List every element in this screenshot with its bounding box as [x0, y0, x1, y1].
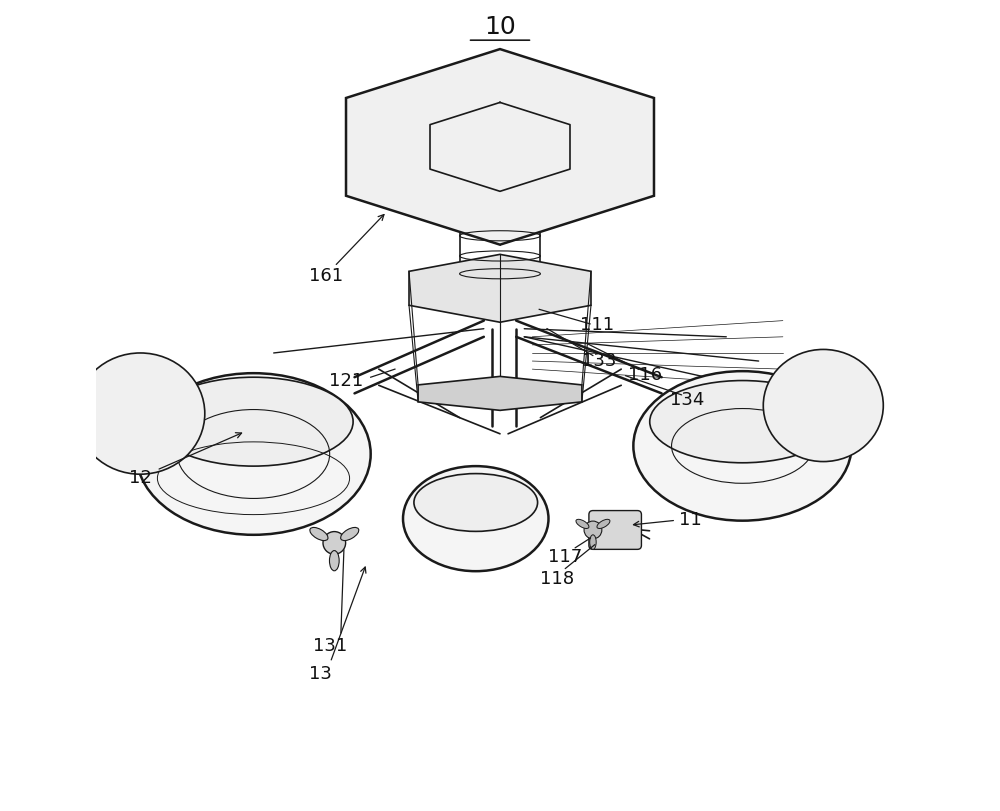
- FancyBboxPatch shape: [589, 511, 641, 549]
- Ellipse shape: [763, 350, 883, 461]
- Text: 133: 133: [582, 352, 617, 370]
- Ellipse shape: [414, 474, 538, 531]
- Polygon shape: [409, 255, 591, 322]
- Ellipse shape: [341, 527, 359, 541]
- Ellipse shape: [154, 377, 353, 466]
- Ellipse shape: [650, 380, 835, 463]
- Polygon shape: [418, 376, 582, 410]
- Ellipse shape: [310, 527, 328, 541]
- Ellipse shape: [576, 519, 589, 529]
- Text: 10: 10: [484, 15, 516, 39]
- Text: 117: 117: [548, 548, 582, 566]
- Polygon shape: [346, 49, 654, 245]
- Text: 161: 161: [309, 267, 343, 285]
- Ellipse shape: [323, 531, 346, 554]
- Ellipse shape: [329, 551, 339, 571]
- Text: 111: 111: [580, 315, 614, 333]
- Ellipse shape: [403, 466, 548, 571]
- Text: 11: 11: [679, 511, 701, 530]
- Ellipse shape: [460, 205, 540, 225]
- Text: 134: 134: [670, 391, 705, 409]
- Ellipse shape: [136, 373, 371, 534]
- Text: 116: 116: [628, 366, 663, 384]
- Ellipse shape: [597, 519, 610, 529]
- Text: 118: 118: [540, 570, 574, 588]
- Ellipse shape: [633, 371, 852, 521]
- Ellipse shape: [584, 521, 602, 539]
- Text: 13: 13: [309, 665, 332, 683]
- Text: 12: 12: [129, 470, 152, 487]
- Text: 131: 131: [313, 637, 347, 654]
- Ellipse shape: [76, 353, 205, 474]
- Ellipse shape: [590, 534, 596, 549]
- Text: 121: 121: [329, 372, 364, 390]
- Ellipse shape: [460, 278, 540, 298]
